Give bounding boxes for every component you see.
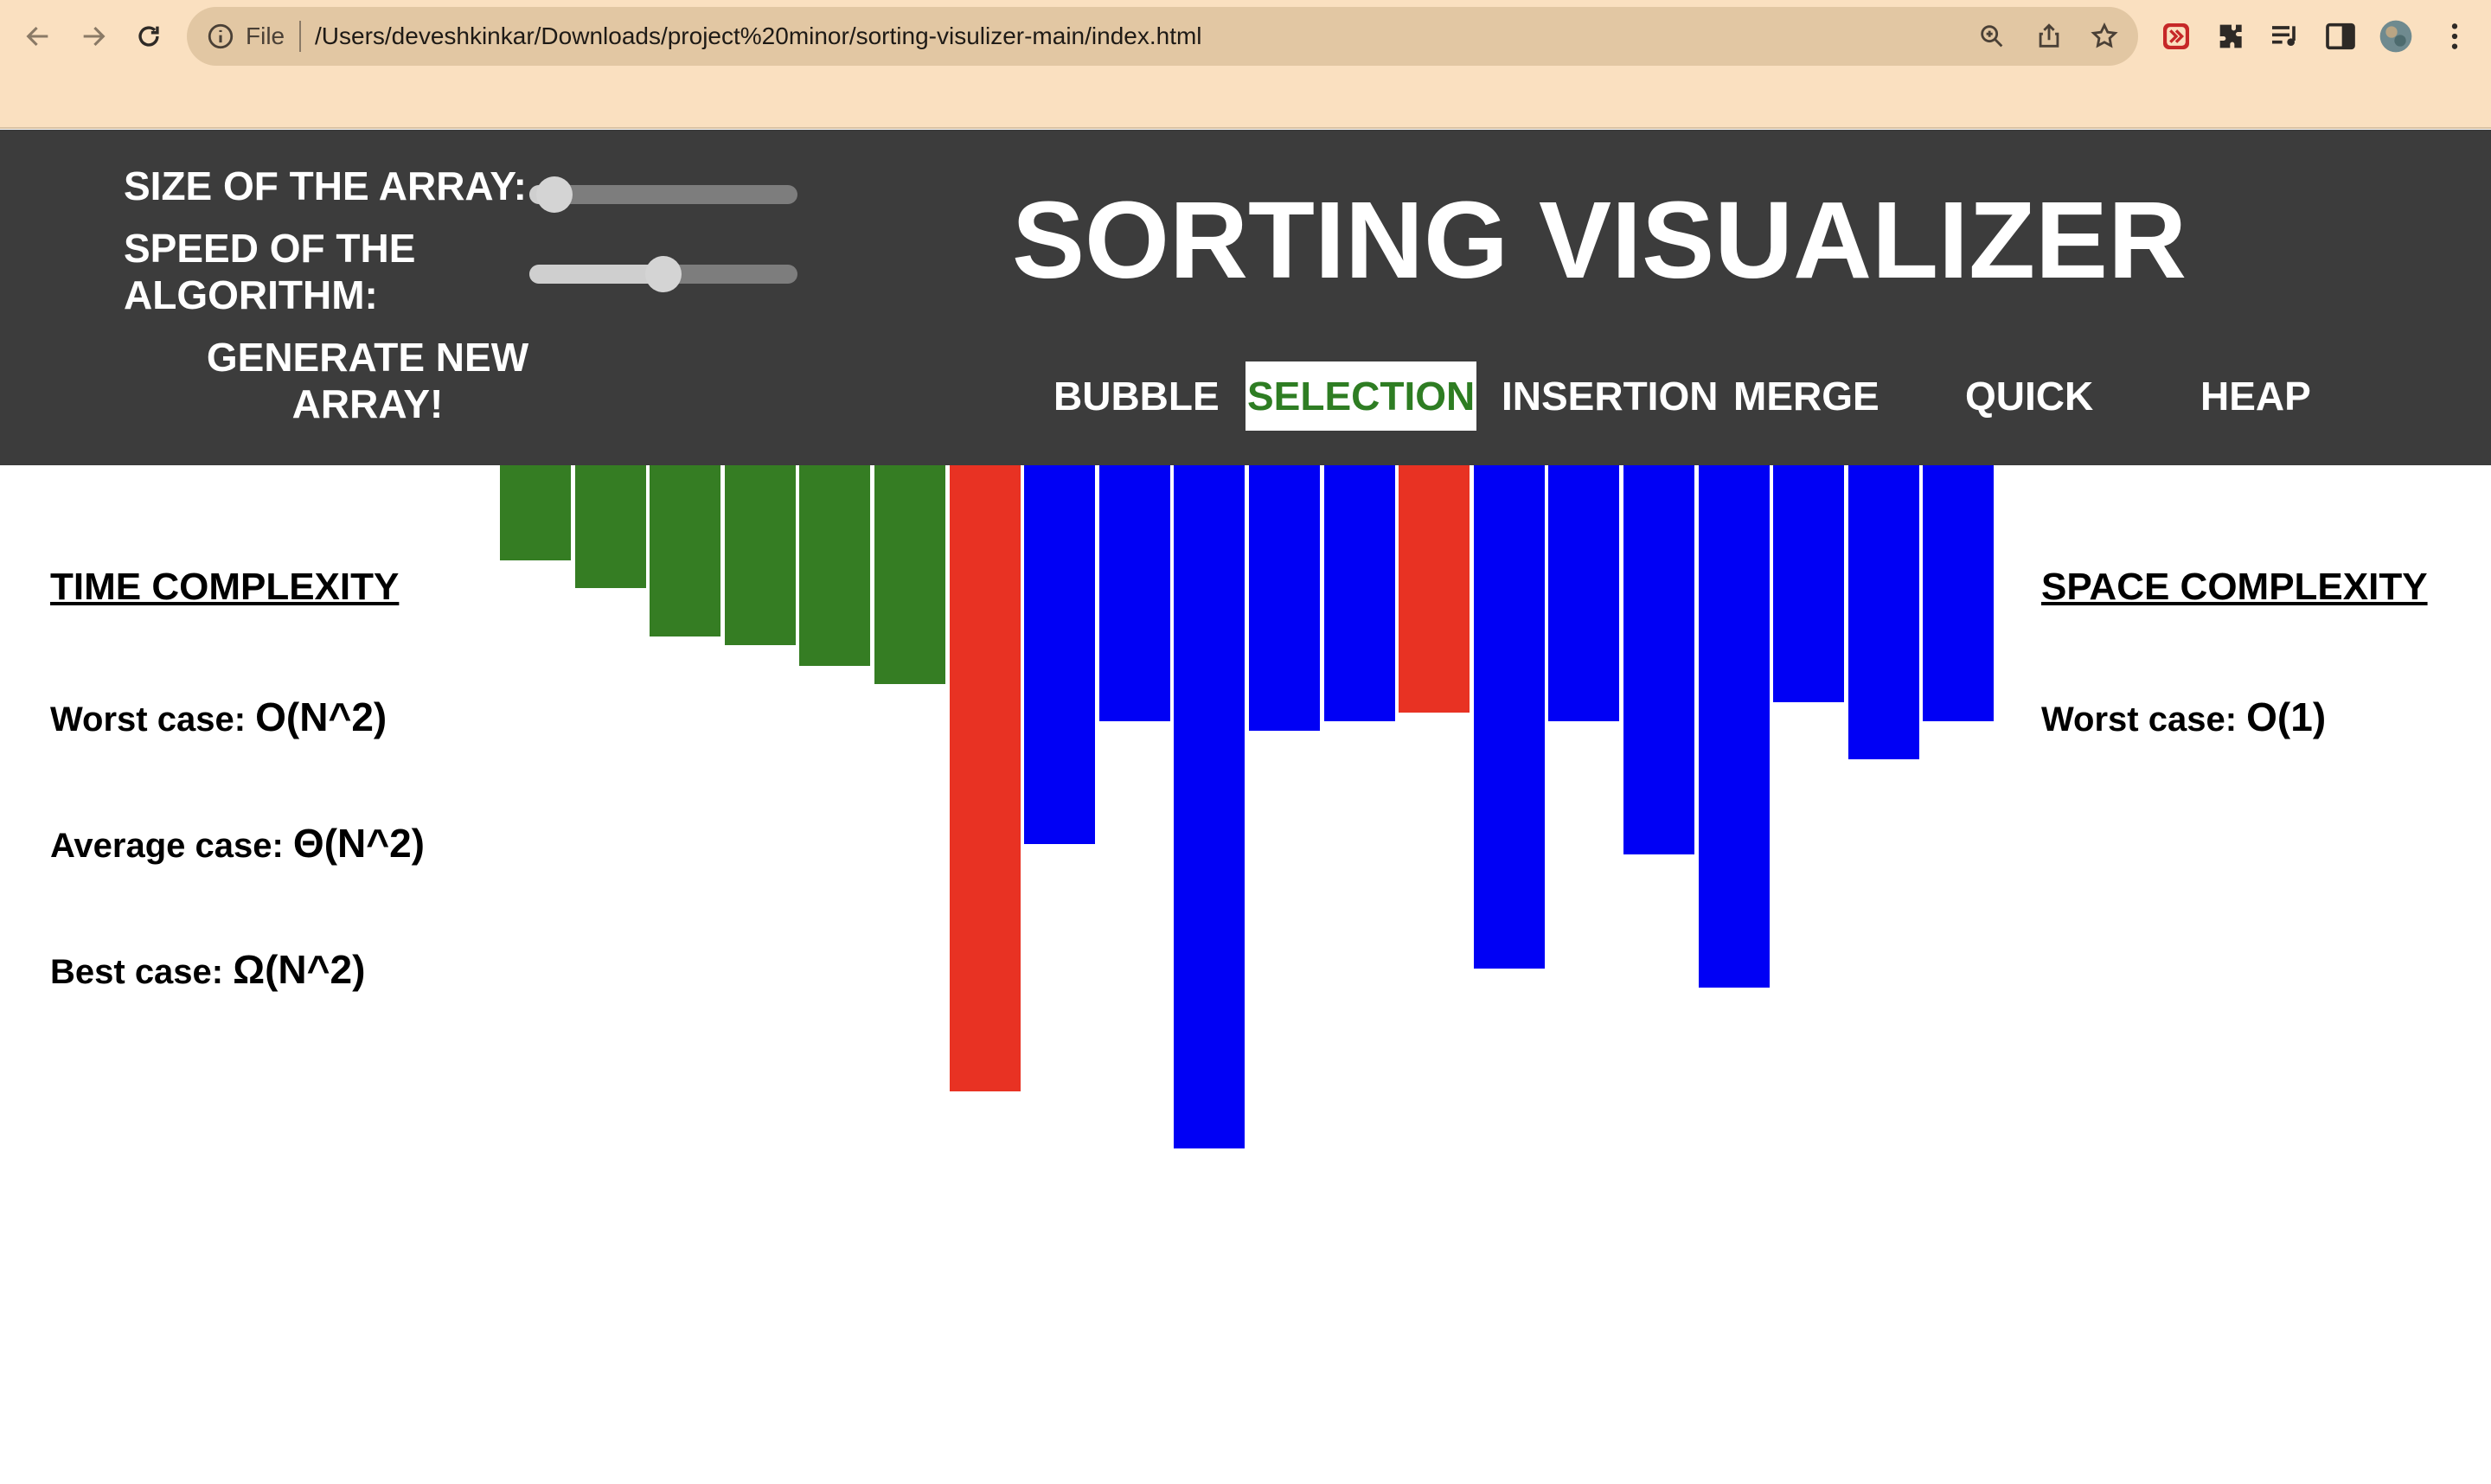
algo-quick-button[interactable]: QUICK: [1965, 374, 2094, 419]
extension-icon[interactable]: [2159, 19, 2193, 54]
array-bar: [1848, 465, 1919, 759]
generate-array-button[interactable]: GENERATE NEW ARRAY!: [182, 334, 554, 427]
algo-merge-button[interactable]: MERGE: [1733, 374, 1879, 419]
browser-toolbar: File /Users/deveshkinkar/Downloads/proje…: [0, 0, 2491, 128]
media-icon[interactable]: [2268, 19, 2302, 54]
array-bar: [1324, 465, 1395, 721]
omnibox-divider: [299, 21, 301, 52]
address-bar[interactable]: File /Users/deveshkinkar/Downloads/proje…: [187, 7, 2138, 66]
menu-icon[interactable]: [2437, 19, 2472, 54]
array-bar: [874, 465, 945, 684]
array-bar: [1099, 465, 1170, 721]
time-average-value: Θ(N^2): [292, 821, 426, 866]
time-best-value: Ω(N^2): [233, 947, 366, 992]
algo-selection-button[interactable]: SELECTION: [1246, 361, 1477, 431]
array-bar: [1923, 465, 1994, 721]
array-bar: [1773, 465, 1844, 702]
time-worst-case: Worst case: O(N^2): [50, 694, 387, 740]
array-bar: [799, 465, 870, 666]
algo-heap-button[interactable]: HEAP: [2200, 374, 2311, 419]
time-worst-label: Worst case:: [50, 700, 256, 739]
speed-label-line2: ALGORITHM:: [124, 272, 378, 317]
speed-label-line1: SPEED OF THE: [124, 226, 416, 271]
size-slider-thumb[interactable]: [536, 176, 573, 213]
time-average-case: Average case: Θ(N^2): [50, 820, 425, 867]
app-header: SIZE OF THE ARRAY: SPEED OF THE ALGORITH…: [0, 130, 2491, 465]
side-panel-icon[interactable]: [2323, 19, 2358, 54]
array-bar: [1548, 465, 1619, 721]
time-best-case: Best case: Ω(N^2): [50, 946, 365, 993]
reload-icon[interactable]: [128, 16, 170, 57]
algo-bubble-button[interactable]: BUBBLE: [1053, 374, 1220, 419]
array-bar: [1024, 465, 1095, 844]
space-complexity-heading: SPACE COMPLEXITY: [2041, 566, 2428, 608]
array-bar: [500, 465, 571, 560]
generate-line2: ARRAY!: [291, 381, 444, 426]
array-bar: [950, 465, 1021, 1091]
array-bar: [1623, 465, 1694, 854]
profile-avatar[interactable]: [2379, 19, 2413, 54]
time-average-label: Average case:: [50, 827, 293, 865]
time-complexity-heading: TIME COMPLEXITY: [50, 566, 400, 608]
size-label: SIZE OF THE ARRAY:: [124, 163, 527, 208]
array-bar: [575, 465, 646, 588]
array-bar: [1699, 465, 1770, 988]
speed-label: SPEED OF THE ALGORITHM:: [124, 225, 415, 318]
speed-slider-fill: [529, 265, 663, 284]
back-icon[interactable]: [17, 16, 59, 57]
array-bar: [1399, 465, 1470, 713]
array-bar: [1249, 465, 1320, 731]
space-worst-case: Worst case: O(1): [2041, 694, 2326, 740]
generate-line1: GENERATE NEW: [206, 335, 529, 380]
puzzle-icon[interactable]: [2214, 19, 2249, 54]
time-best-label: Best case:: [50, 953, 234, 991]
array-bar: [1174, 465, 1245, 1148]
speed-slider-thumb[interactable]: [645, 256, 682, 292]
zoom-icon[interactable]: [1977, 22, 2007, 51]
space-worst-label: Worst case:: [2041, 700, 2247, 739]
info-icon[interactable]: [206, 22, 235, 51]
url-text[interactable]: /Users/deveshkinkar/Downloads/project%20…: [315, 22, 1202, 49]
share-icon[interactable]: [2034, 22, 2064, 51]
array-bar: [725, 465, 796, 645]
array-bar: [1474, 465, 1545, 969]
bookmark-star-icon[interactable]: [2090, 22, 2119, 51]
forward-icon[interactable]: [73, 16, 114, 57]
page-title: SORTING VISUALIZER: [1012, 179, 2187, 301]
space-worst-value: O(1): [2246, 694, 2327, 739]
array-bar: [650, 465, 720, 636]
file-label: File: [246, 22, 285, 49]
time-worst-value: O(N^2): [255, 694, 387, 739]
toolbar-divider: [0, 127, 2491, 129]
algo-insertion-button[interactable]: INSERTION: [1502, 374, 1719, 419]
speed-slider[interactable]: [529, 256, 797, 292]
array-bars: [0, 465, 2491, 1244]
size-slider[interactable]: [529, 176, 797, 213]
